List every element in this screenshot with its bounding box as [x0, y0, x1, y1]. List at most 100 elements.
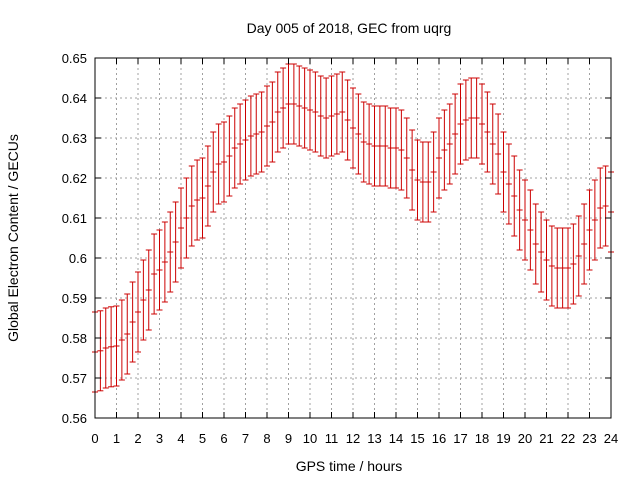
x-tick-label: 19 — [496, 431, 510, 446]
data-point — [538, 211, 545, 293]
data-point — [430, 131, 437, 213]
data-point — [382, 105, 389, 187]
y-tick-label: 0.61 — [62, 211, 87, 226]
data-point — [108, 306, 115, 388]
data-point — [495, 113, 502, 195]
data-point — [188, 165, 195, 247]
data-point — [161, 221, 168, 303]
data-point — [97, 310, 104, 392]
data-point — [237, 103, 244, 185]
data-point — [360, 101, 367, 183]
x-tick-label: 1 — [113, 431, 120, 446]
data-point — [247, 95, 254, 177]
data-point — [344, 79, 351, 161]
data-point — [167, 211, 174, 293]
data-point — [102, 307, 109, 389]
y-tick-label: 0.6 — [69, 251, 87, 266]
x-tick-label: 22 — [561, 431, 575, 446]
data-point — [333, 73, 340, 155]
data-point — [559, 227, 566, 309]
y-tick-labels: 0.56 0.57 0.58 0.59 0.6 0.61 0.62 0.63 0.64 0.65 — [62, 51, 87, 426]
data-point — [172, 201, 179, 283]
x-tick-label: 9 — [285, 431, 292, 446]
data-point — [328, 75, 335, 157]
data-point — [522, 179, 528, 261]
data-point — [280, 67, 287, 149]
data-point — [129, 281, 136, 363]
data-point — [570, 223, 577, 305]
data-point — [285, 63, 292, 145]
data-point — [565, 227, 571, 309]
data-point — [151, 233, 158, 315]
data-point — [199, 157, 206, 239]
x-tick-label: 3 — [156, 431, 163, 446]
data-point — [548, 225, 555, 307]
x-tick-label: 24 — [604, 431, 618, 446]
x-tick-label: 15 — [410, 431, 424, 446]
data-point — [290, 63, 297, 145]
data-point — [575, 215, 582, 297]
x-tick-label: 23 — [582, 431, 596, 446]
y-tick-label: 0.63 — [62, 131, 87, 146]
data-point — [156, 229, 163, 311]
data-point — [258, 91, 265, 173]
y-tick-label: 0.59 — [62, 291, 87, 306]
data-point — [543, 219, 550, 301]
y-tick-label: 0.62 — [62, 171, 87, 186]
x-tick-label: 10 — [303, 431, 317, 446]
data-point — [511, 155, 518, 237]
data-point — [204, 145, 211, 227]
x-tick-label: 5 — [199, 431, 206, 446]
x-axis-title: GPS time / hours — [296, 458, 403, 474]
data-point — [586, 189, 593, 271]
data-point — [581, 203, 588, 285]
data-point — [602, 165, 609, 247]
x-tick-labels: 0 1 2 3 4 5 6 7 8 9 10 11 12 13 14 15 16 17 18 19 20 21 22 23 24 — [91, 431, 618, 446]
data-point — [462, 79, 469, 161]
x-tick-label: 4 — [177, 431, 184, 446]
axis-ticks — [94, 57, 612, 419]
data-point — [479, 83, 485, 165]
data-point — [398, 109, 405, 191]
x-tick-label: 14 — [389, 431, 403, 446]
data-point — [554, 227, 561, 309]
x-tick-label: 0 — [91, 431, 98, 446]
data-point — [274, 71, 281, 153]
data-point — [419, 141, 426, 223]
data-point — [371, 105, 378, 187]
error-bars — [92, 63, 614, 393]
data-point — [221, 121, 227, 203]
data-point — [387, 107, 394, 189]
data-point — [473, 77, 480, 159]
data-point — [393, 107, 399, 189]
data-point — [113, 305, 120, 387]
data-point — [489, 103, 496, 185]
data-point — [226, 115, 233, 197]
data-point — [301, 67, 308, 149]
data-point — [145, 249, 152, 331]
chart-title: Day 005 of 2018, GEC from uqrg — [247, 20, 452, 36]
data-point — [366, 103, 373, 185]
data-point — [140, 259, 147, 341]
data-point — [532, 203, 539, 285]
data-point — [124, 293, 131, 375]
data-point — [296, 65, 303, 147]
data-point — [264, 85, 270, 167]
data-point — [403, 117, 410, 199]
data-point — [231, 107, 238, 189]
x-tick-label: 17 — [453, 431, 467, 446]
data-point — [269, 81, 276, 163]
data-point — [307, 69, 313, 151]
x-tick-label: 12 — [346, 431, 360, 446]
data-point — [312, 71, 319, 153]
data-point — [457, 83, 464, 165]
data-point — [591, 179, 598, 261]
x-tick-label: 20 — [518, 431, 532, 446]
data-point — [516, 169, 523, 251]
x-tick-label: 16 — [432, 431, 446, 446]
data-point — [414, 139, 421, 221]
x-tick-label: 21 — [539, 431, 553, 446]
data-point — [425, 141, 432, 223]
data-point — [452, 93, 459, 175]
data-point — [210, 131, 217, 213]
